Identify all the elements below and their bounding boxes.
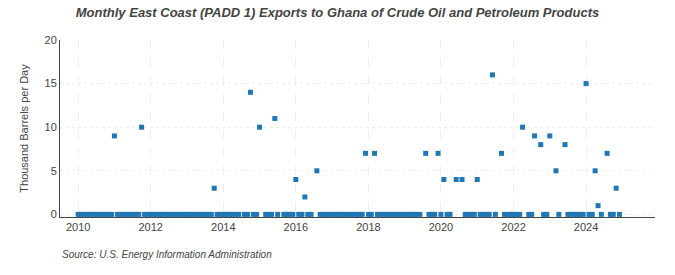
svg-text:2012: 2012 <box>138 221 162 233</box>
svg-text:Source: U.S. Energy Informatio: Source: U.S. Energy Information Administ… <box>62 249 272 260</box>
svg-text:2016: 2016 <box>284 221 308 233</box>
svg-text:15: 15 <box>45 77 57 89</box>
svg-text:2024: 2024 <box>574 221 598 233</box>
svg-text:10: 10 <box>45 121 57 133</box>
svg-text:2014: 2014 <box>211 221 235 233</box>
svg-text:2020: 2020 <box>429 221 453 233</box>
svg-text:Monthly East Coast (PADD 1) Ex: Monthly East Coast (PADD 1) Exports to G… <box>76 5 599 20</box>
svg-text:0: 0 <box>51 208 57 220</box>
svg-text:Thousand Barrels per Day: Thousand Barrels per Day <box>18 64 30 193</box>
svg-text:5: 5 <box>51 165 57 177</box>
svg-text:2018: 2018 <box>356 221 380 233</box>
svg-text:20: 20 <box>45 34 57 46</box>
svg-text:2010: 2010 <box>66 221 90 233</box>
svg-text:2022: 2022 <box>501 221 525 233</box>
